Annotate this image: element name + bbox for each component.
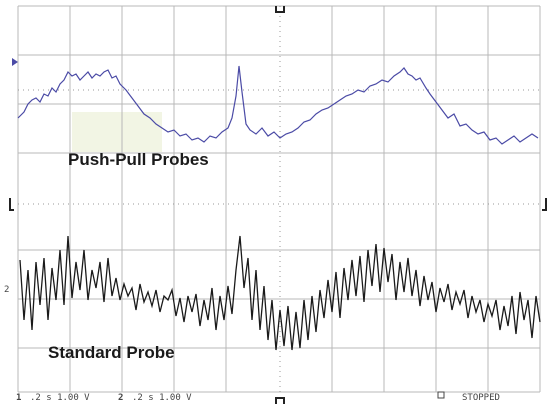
oscilloscope-screen: 2 Push-Pull Probes Standard Probe 1 .2 s…	[0, 0, 548, 406]
channel-marker: 2	[4, 285, 9, 295]
highlight	[72, 112, 162, 152]
channel-id: 1	[16, 393, 21, 403]
top-label: Push-Pull Probes	[68, 150, 209, 169]
state: STOPPED	[462, 393, 500, 403]
bottom-label: Standard Probe	[48, 343, 175, 362]
channel-setting: .2 s 1.00 V	[30, 393, 90, 403]
channel-id: 2	[118, 393, 123, 403]
channel-setting: .2 s 1.00 V	[132, 393, 192, 403]
